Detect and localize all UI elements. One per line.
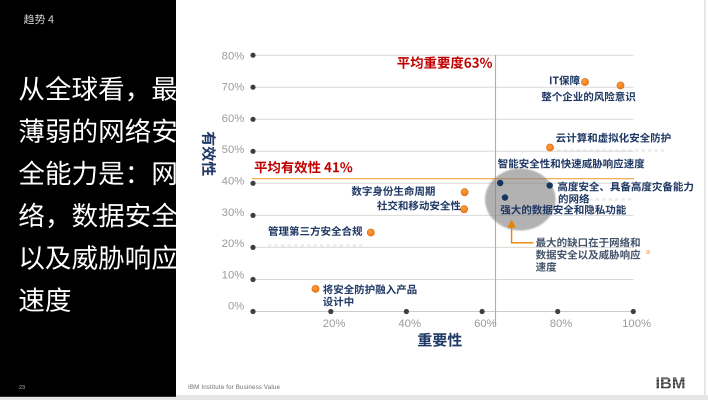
svg-text:IBM Institute for Business Val: IBM Institute for Business Value: [188, 384, 280, 391]
svg-text:40%: 40%: [222, 175, 245, 187]
svg-text:30%: 30%: [222, 207, 245, 219]
svg-text:50%: 50%: [222, 144, 245, 156]
svg-text:20%: 20%: [323, 318, 346, 330]
svg-text:60%: 60%: [474, 318, 497, 330]
svg-text:a: a: [646, 249, 650, 256]
svg-text:80%: 80%: [550, 318, 573, 330]
svg-text:23: 23: [19, 385, 25, 391]
svg-text:10%: 10%: [222, 269, 245, 281]
svg-text:0%: 0%: [228, 301, 244, 313]
svg-text:60%: 60%: [222, 113, 245, 125]
svg-text:80%: 80%: [222, 50, 245, 62]
svg-text:100%: 100%: [622, 318, 651, 330]
svg-text:20%: 20%: [222, 238, 245, 250]
svg-text:70%: 70%: [222, 82, 245, 94]
svg-text:40%: 40%: [398, 318, 421, 330]
